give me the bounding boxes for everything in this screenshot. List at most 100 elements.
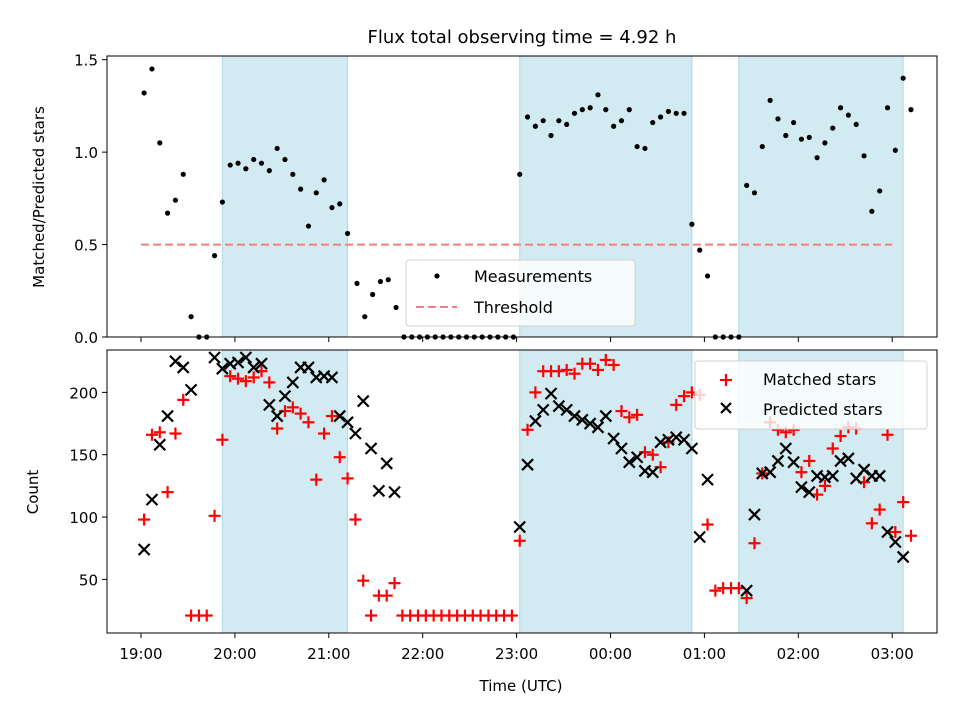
matched-star-point (803, 454, 816, 467)
matched-star-point (294, 407, 307, 420)
matched-star-point (505, 609, 518, 622)
matched-star-point (380, 589, 393, 602)
ratio-x-ticks (140, 337, 893, 342)
matched-star-point (904, 529, 917, 542)
predicted-star-point (380, 457, 393, 470)
measurement-point (845, 112, 851, 118)
predicted-star-point (599, 409, 613, 423)
measurement-point (634, 143, 640, 150)
matched-star-point (357, 574, 370, 587)
predicted-star-point (356, 394, 370, 408)
count-y-label: Count (24, 470, 42, 515)
count-panel: 50 100 150 200 19:00 20:00 21:00 22:00 23:00 00:… (24, 349, 938, 695)
ratio-panel: 0.0 0.5 1.0 1.5 Matched/Predicted stars Mea… (30, 52, 938, 347)
predicted-star-point (529, 414, 542, 428)
ratio-legend: Measurements Threshold (405, 259, 636, 327)
predicted-star-point (615, 442, 628, 455)
measurement-point (385, 277, 391, 283)
predicted-star-point (333, 409, 347, 423)
matched-star-point (216, 433, 229, 446)
matched-star-point (325, 410, 338, 423)
predicted-star-point (544, 387, 558, 400)
matched-star-point (177, 393, 190, 406)
threshold-legend-label: Threshold (473, 298, 553, 317)
ratio-y-tick-label: 0.5 (74, 237, 98, 255)
measurement-point (227, 162, 233, 168)
x-axis-label: Time (UTC) (479, 677, 563, 695)
matched-star-point (529, 386, 542, 399)
measurement-point (258, 160, 265, 166)
predicted-star-point (372, 484, 386, 498)
observing-band-1 (519, 349, 693, 634)
matched-star-point (623, 411, 636, 424)
measurement-point (704, 273, 711, 279)
measurement-point (377, 278, 384, 285)
predicted-star-point (795, 480, 808, 494)
matched-star-point (318, 427, 331, 440)
matched-star-point (740, 592, 753, 605)
predicted-star-point (349, 427, 362, 440)
measurement-point (861, 153, 867, 159)
measurement-point (744, 182, 750, 189)
matched-star-point (263, 376, 276, 389)
measurement-point (587, 105, 593, 111)
measurement-point (211, 253, 218, 259)
matched-star-point (333, 451, 346, 464)
predicted-star-point (826, 469, 840, 483)
count-axes-frame (106, 349, 938, 634)
x-tick-label: 21:00 (307, 645, 350, 663)
matched-star-point (232, 372, 245, 385)
predicted-star-point (896, 550, 910, 564)
predicted-legend-marker (720, 402, 732, 414)
predicted-star-point (881, 525, 894, 539)
matched-star-point (552, 365, 565, 378)
measurement-point (869, 208, 875, 214)
predicted-star-point (341, 416, 354, 429)
predicted-star-point (576, 413, 589, 427)
measurement-point (305, 223, 312, 229)
observing-band-0 (221, 349, 349, 634)
predicted-star-point (145, 493, 159, 506)
ratio-legend-box (405, 259, 636, 327)
matched-star-point (247, 371, 260, 384)
measurement-point (548, 132, 554, 139)
matched-legend-label: Matched stars (763, 370, 876, 389)
matched-star-point (169, 427, 182, 440)
matched-star-point (818, 479, 831, 492)
count-plot-area (137, 351, 917, 622)
ratio-y-tick-label: 0.0 (74, 329, 98, 347)
measurement-point (798, 136, 805, 142)
predicted-star-point (669, 430, 683, 444)
chart-title: Flux total observing time = 4.92 h (368, 27, 677, 48)
matched-star-point (646, 448, 659, 461)
measurement-point (673, 110, 679, 116)
matched-star-point (709, 584, 722, 597)
measurement-point (321, 177, 327, 183)
count-y-tick-label: 200 (69, 384, 98, 402)
predicted-star-point (693, 530, 706, 544)
matched-star-point (513, 534, 526, 547)
matched-star-point (584, 357, 597, 370)
predicted-star-point (583, 417, 597, 430)
measurement-point (282, 156, 288, 163)
matched-star-point (145, 428, 158, 441)
measurement-point (603, 107, 609, 113)
measurement-point (642, 145, 648, 152)
measurement-point (243, 166, 249, 172)
predicted-star-point (176, 361, 190, 374)
measurement-point (892, 147, 898, 153)
x-tick-label: 02:00 (777, 645, 820, 663)
matched-star-point (310, 473, 323, 486)
observing-band-2 (738, 55, 904, 338)
measurement-point (251, 156, 257, 163)
measurement-point (219, 199, 225, 205)
measurement-point (157, 140, 163, 146)
predicted-star-point (270, 409, 284, 423)
predicted-star-point (137, 543, 151, 556)
predicted-star-point (560, 403, 573, 417)
measurement-point (877, 188, 883, 194)
predicted-star-point (536, 403, 550, 417)
matched-star-point (701, 518, 714, 531)
measurements-legend-label: Measurements (474, 267, 592, 286)
measurement-point (665, 108, 672, 115)
